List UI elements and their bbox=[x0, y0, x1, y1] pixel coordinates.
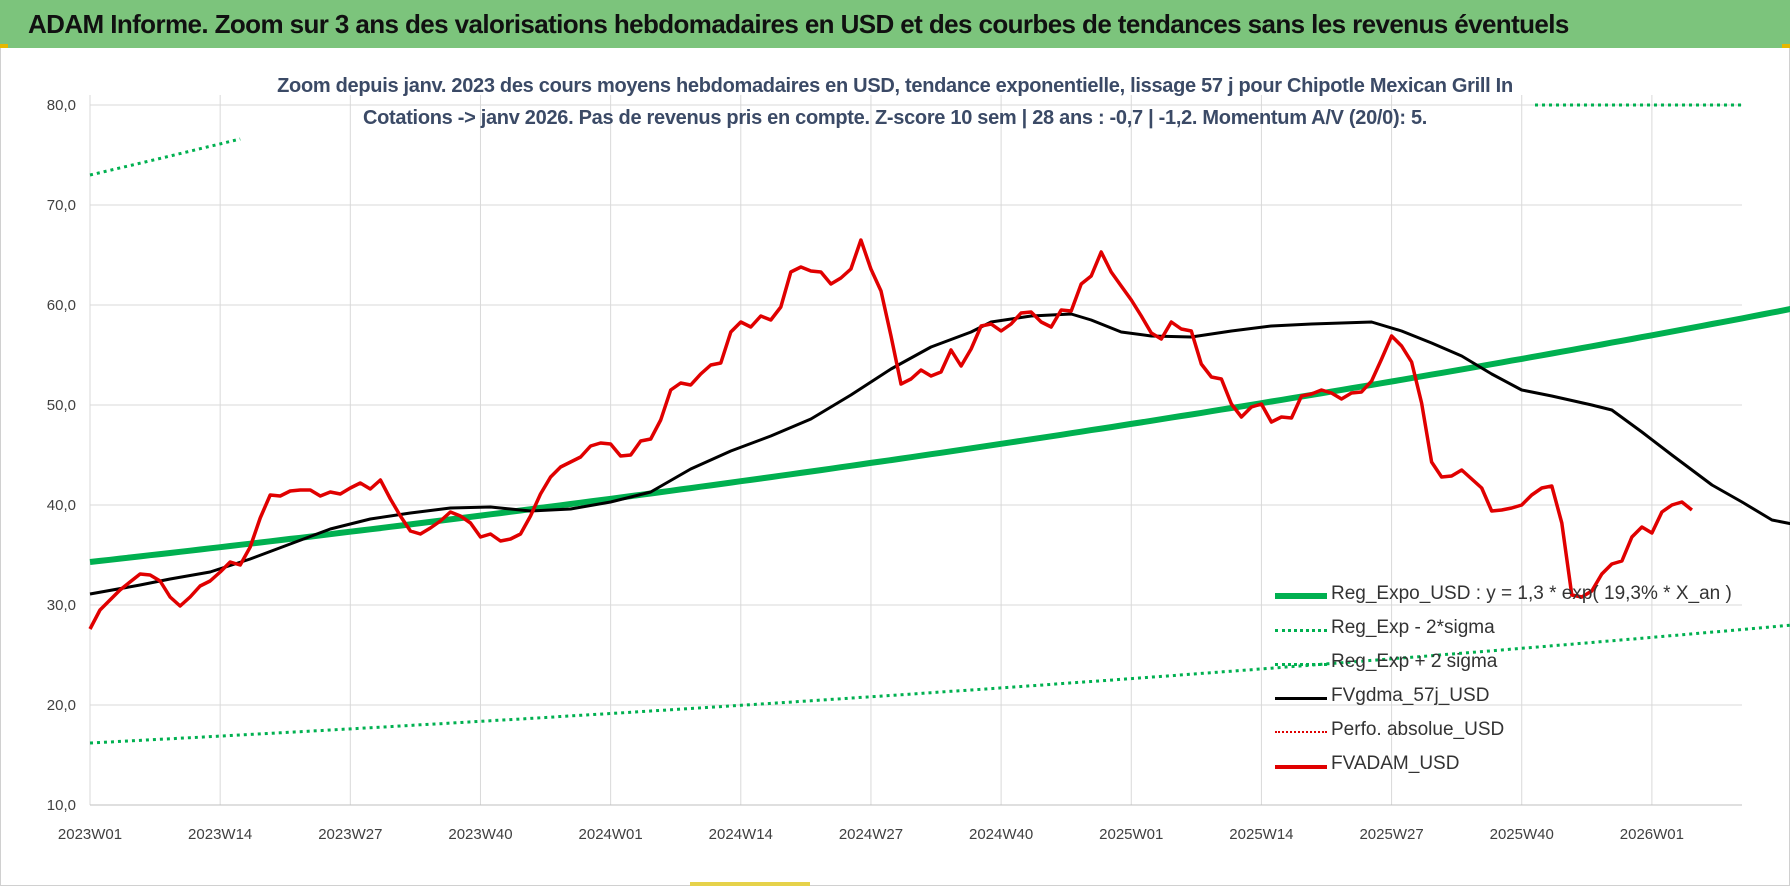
page-title: ADAM Informe. Zoom sur 3 ans des valoris… bbox=[28, 9, 1569, 39]
legend-swatch bbox=[1275, 629, 1327, 632]
series-group bbox=[88, 103, 1790, 745]
x-tick-label: 2024W14 bbox=[709, 826, 773, 843]
y-tick-label: 80,0 bbox=[47, 97, 76, 114]
x-tick-label: 2023W27 bbox=[318, 826, 382, 843]
corner-marker-right bbox=[1782, 44, 1790, 48]
grid bbox=[89, 95, 1742, 806]
y-tick-label: 50,0 bbox=[47, 397, 76, 414]
legend-swatch bbox=[1275, 697, 1327, 700]
x-axis-ticks: 2023W01 2023W14 2023W27 2023W40 2024W01 2024W… bbox=[58, 826, 1684, 843]
x-tick-label: 2025W14 bbox=[1229, 826, 1293, 843]
legend-swatch bbox=[1275, 593, 1327, 599]
series-reg-plus-2sigma bbox=[89, 137, 241, 177]
legend-label: Reg_Exp + 2 sigma bbox=[1331, 651, 1498, 672]
legend-swatch bbox=[1275, 731, 1327, 733]
y-tick-label: 20,0 bbox=[47, 697, 76, 714]
x-tick-label: 2025W27 bbox=[1359, 826, 1423, 843]
series-fvadam bbox=[88, 238, 1693, 630]
chart-title: Zoom depuis janv. 2023 des cours moyens … bbox=[230, 70, 1560, 134]
chart-title-line2: Cotations -> janv 2026. Pas de revenus p… bbox=[362, 107, 1428, 129]
legend-label: Perfo. absolue_USD bbox=[1331, 719, 1505, 740]
legend-label: Reg_Expo_USD : y = 1,3 * exp( 19,3% * X_… bbox=[1331, 583, 1732, 604]
y-axis-ticks: 10,0 20,0 30,0 40,0 50,0 60,0 70,0 80,0 bbox=[47, 97, 76, 814]
series-reg-minus-2sigma bbox=[89, 623, 1790, 745]
y-tick-label: 40,0 bbox=[47, 497, 76, 514]
legend-swatch bbox=[1275, 765, 1327, 769]
bottom-marker bbox=[690, 882, 810, 886]
chart-title-line1: Zoom depuis janv. 2023 des cours moyens … bbox=[277, 75, 1513, 97]
header-banner: ADAM Informe. Zoom sur 3 ans des valoris… bbox=[0, 0, 1790, 48]
corner-marker-left bbox=[0, 44, 8, 48]
series-reg-expo bbox=[89, 306, 1790, 565]
legend-label: FVgdma_57j_USD bbox=[1331, 685, 1490, 706]
x-tick-label: 2025W40 bbox=[1490, 826, 1554, 843]
legend-label: Reg_Exp - 2*sigma bbox=[1331, 617, 1495, 638]
y-tick-label: 60,0 bbox=[47, 297, 76, 314]
x-tick-label: 2023W01 bbox=[58, 826, 122, 843]
x-tick-label: 2025W01 bbox=[1099, 826, 1163, 843]
x-tick-label: 2026W01 bbox=[1620, 826, 1684, 843]
x-tick-label: 2023W14 bbox=[188, 826, 252, 843]
y-tick-label: 30,0 bbox=[47, 597, 76, 614]
x-tick-label: 2023W40 bbox=[448, 826, 512, 843]
legend-label: FVADAM_USD bbox=[1331, 753, 1460, 774]
x-tick-label: 2024W27 bbox=[839, 826, 903, 843]
legend-swatch bbox=[1275, 663, 1327, 666]
y-tick-label: 10,0 bbox=[47, 797, 76, 814]
x-tick-label: 2024W01 bbox=[579, 826, 643, 843]
x-tick-label: 2024W40 bbox=[969, 826, 1033, 843]
series-fvgdma-57j bbox=[89, 312, 1790, 596]
y-tick-label: 70,0 bbox=[47, 197, 76, 214]
